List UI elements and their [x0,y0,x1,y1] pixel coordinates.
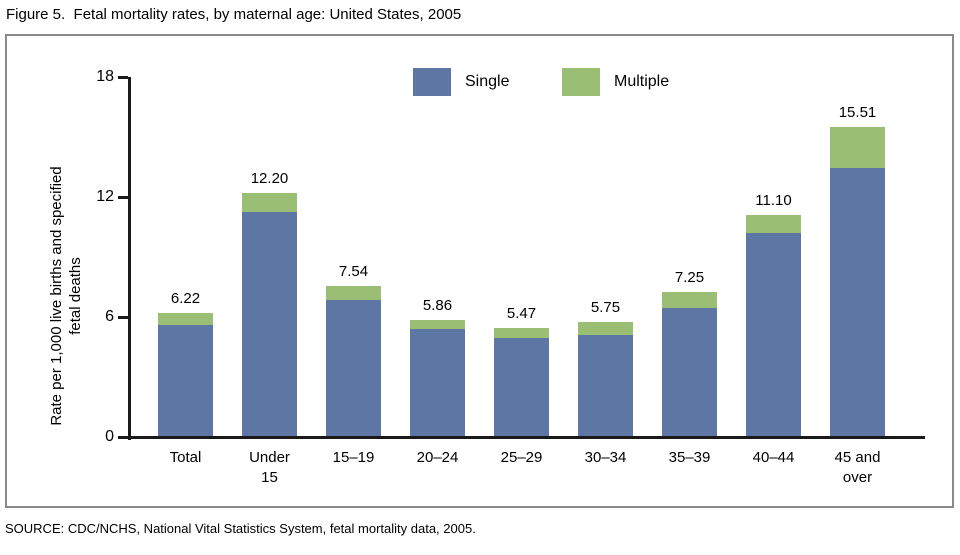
bar-segment-multiple [830,126,885,168]
y-tick-label: 6 [105,308,114,325]
x-category-label: 35–39 [668,449,711,466]
figure-title: Figure 5. Fetal mortality rates, by mate… [6,6,462,23]
legend-swatch-multiple [562,68,600,96]
bar-segment-multiple [410,319,465,329]
bar-value-label: 7.25 [674,269,705,286]
x-category-label: 40–44 [752,449,795,466]
y-tick-label: 18 [96,68,114,85]
bar-segment-single [242,212,297,437]
bar-segment-multiple [158,312,213,325]
y-tick [118,436,128,439]
x-category-label: Under 15 [249,449,290,486]
y-tick [118,316,128,319]
y-tick-label: 12 [96,188,114,205]
y-tick [118,196,128,199]
x-category-label: 30–34 [584,449,627,466]
bar-value-label: 12.20 [250,170,289,187]
x-category-label: 20–24 [416,449,459,466]
bar-segment-single [578,335,633,437]
legend-item-single: Single [413,68,509,96]
source-note: SOURCE: CDC/NCHS, National Vital Statist… [5,521,476,536]
bar-segment-multiple [326,286,381,300]
x-category-label: 15–19 [332,449,375,466]
bar-segment-single [158,325,213,437]
y-axis-line [128,77,131,440]
legend-item-multiple: Multiple [562,68,669,96]
legend-label-single: Single [465,73,510,90]
bar-value-label: 6.22 [170,289,201,307]
bar-segment-multiple [494,327,549,338]
bar-segment-multiple [746,215,801,233]
bar-segment-single [494,338,549,437]
bar-value-label: 5.86 [422,296,453,314]
bar-segment-single [410,329,465,437]
y-axis-title: Rate per 1,000 live births and specified… [48,166,84,426]
y-tick [118,76,128,79]
bar-segment-multiple [242,193,297,212]
x-axis-line [128,436,925,439]
bar-segment-single [830,168,885,437]
x-category-label: Total [169,449,202,466]
bar-value-label: 15.51 [838,103,877,121]
bar-value-label: 11.10 [755,192,792,209]
y-tick-label: 0 [105,428,114,445]
bar-value-label: 7.54 [338,263,369,281]
x-category-label: 45 and over [834,449,881,486]
legend-label-multiple: Multiple [614,73,670,90]
x-category-label: 25–29 [500,449,543,466]
bar-value-label: 5.75 [590,299,621,316]
bar-segment-single [746,233,801,437]
bar-value-label: 5.47 [506,304,537,322]
bar-segment-single [326,300,381,437]
bar-segment-multiple [578,322,633,335]
bar-segment-multiple [662,292,717,308]
bar-segment-single [662,308,717,437]
legend-swatch-single [413,68,451,96]
